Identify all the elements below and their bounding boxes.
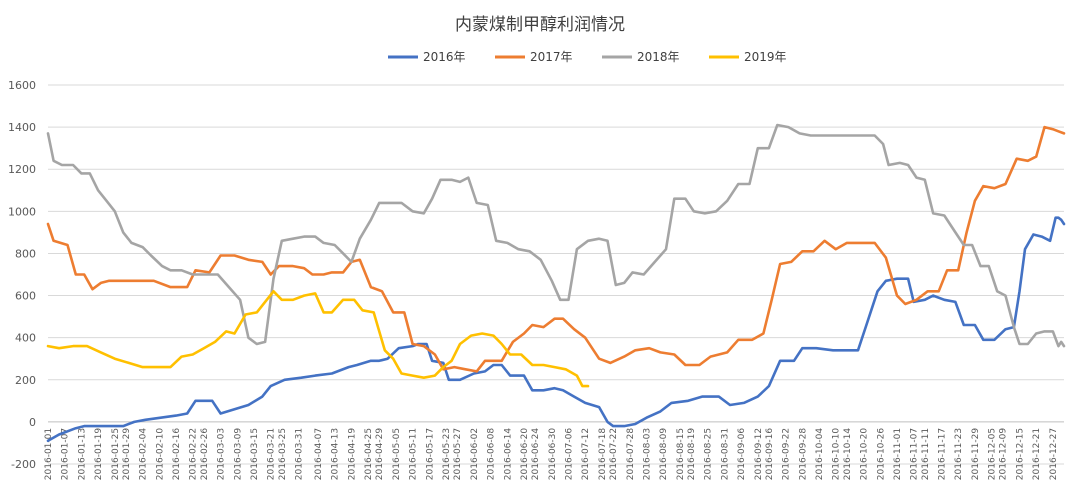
x-tick-label: 2016-08-03 (642, 428, 652, 480)
series-line-3 (46, 123, 1066, 348)
x-tick-label: 2016-05-11 (409, 428, 419, 480)
series-line-4 (46, 289, 590, 388)
x-tick-label: 2016-03-25 (278, 428, 288, 480)
x-tick-label: 2016-02-26 (200, 428, 210, 481)
x-tick-label: 2016-12-05 (988, 428, 998, 480)
x-tick-label: 2016-06-30 (548, 428, 558, 481)
y-tick-label: 600 (15, 290, 36, 303)
x-tick-label: 2016-08-19 (687, 428, 697, 481)
series-line-2 (46, 125, 1066, 373)
y-tick-label: 0 (29, 416, 36, 429)
x-tick-label: 2016-01-25 (111, 428, 121, 480)
y-tick-label: 1200 (8, 163, 36, 176)
gridlines (48, 84, 1064, 465)
x-tick-label: 2016-06-24 (531, 428, 541, 481)
x-tick-label: 2016-02-04 (139, 428, 149, 481)
chart-title: 内蒙煤制甲醇利润情况 (455, 15, 625, 35)
x-tick-label: 2016-08-25 (704, 428, 714, 480)
x-tick-label: 2016-11-17 (938, 428, 948, 480)
x-tick-label: 2016-06-20 (520, 428, 530, 481)
x-tick-label: 2016-05-17 (425, 428, 435, 480)
x-tick-label: 2016-07-18 (598, 428, 608, 481)
x-tick-label: 2016-08-15 (676, 428, 686, 480)
legend-label-2: 2017年 (530, 50, 573, 64)
x-tick-label: 2016-06-02 (470, 428, 480, 480)
series-line-1 (46, 216, 1066, 443)
x-tick-label: 2016-04-13 (331, 428, 341, 480)
legend-label-4: 2019年 (744, 50, 787, 64)
x-tick-label: 2016-01-07 (61, 428, 71, 480)
x-tick-label: 2016-09-22 (782, 428, 792, 480)
series-lines (46, 123, 1066, 443)
legend-label-3: 2018年 (637, 50, 680, 64)
x-tick-label: 2016-03-03 (217, 428, 227, 480)
x-tick-label: 2016-12-21 (1032, 428, 1042, 480)
x-tick-label: 2016-12-27 (1049, 428, 1059, 480)
x-tick-label: 2016-01-19 (94, 428, 104, 481)
x-tick-label: 2016-05-05 (392, 428, 402, 480)
x-tick-label: 2016-06-14 (503, 428, 513, 481)
x-tick-label: 2016-09-16 (765, 428, 775, 481)
y-tick-label: 400 (15, 332, 36, 345)
x-tick-label: 2016-02-16 (172, 428, 182, 481)
x-tick-label: 2016-01-13 (77, 428, 87, 480)
x-tick-label: 2016-02-22 (189, 428, 199, 480)
x-tick-label: 2016-10-20 (860, 428, 870, 481)
x-tick-label: 2016-01-29 (122, 428, 132, 481)
x-axis: 2016-01-01 2016-01-07 2016-01-13 2016-01-19… (44, 428, 1059, 481)
x-tick-label: 2016-10-14 (843, 428, 853, 481)
x-tick-label: 2016-04-29 (375, 428, 385, 481)
y-tick-label: 1000 (8, 205, 36, 218)
x-tick-label: 2016-07-06 (565, 428, 575, 481)
x-tick-label: 2016-09-28 (798, 428, 808, 481)
x-tick-label: 2016-08-09 (659, 428, 669, 481)
y-axis: -200 0 200 400 600 800 1000 1200 1400 1600 (8, 79, 36, 471)
x-tick-label: 2016-07-12 (581, 428, 591, 480)
x-tick-label: 2016-10-26 (876, 428, 886, 481)
x-tick-label: 2016-11-29 (971, 428, 981, 481)
y-tick-label: 1600 (8, 79, 36, 92)
x-tick-label: 2016-02-10 (155, 428, 165, 481)
x-tick-label: 2016-03-31 (295, 428, 305, 480)
x-tick-label: 2016-10-04 (815, 428, 825, 481)
x-tick-label: 2016-04-25 (364, 428, 374, 480)
x-tick-label: 2016-05-23 (442, 428, 452, 480)
x-tick-label: 2016-03-15 (250, 428, 260, 480)
y-tick-label: 1400 (8, 121, 36, 134)
x-tick-label: 2016-11-11 (921, 428, 931, 480)
y-tick-label: 200 (15, 374, 36, 387)
y-tick-label: -200 (11, 458, 36, 471)
x-tick-label: 2016-05-27 (453, 428, 463, 480)
x-tick-label: 2016-03-09 (233, 428, 243, 481)
x-tick-label: 2016-11-23 (954, 428, 964, 480)
x-tick-label: 2016-08-31 (720, 428, 730, 480)
x-tick-label: 2016-04-07 (314, 428, 324, 480)
legend: 2016年 2017年 2018年 2019年 (388, 50, 787, 64)
x-tick-label: 2016-03-21 (267, 428, 277, 480)
x-tick-label: 2016-12-15 (1015, 428, 1025, 480)
x-tick-label: 2016-10-10 (832, 428, 842, 481)
x-tick-label: 2016-11-07 (910, 428, 920, 480)
x-tick-label: 2016-04-19 (347, 428, 357, 481)
x-tick-label: 2016-09-12 (754, 428, 764, 480)
y-tick-label: 800 (15, 247, 36, 260)
x-tick-label: 2016-07-28 (626, 428, 636, 481)
x-tick-label: 2016-01-01 (44, 428, 54, 480)
legend-label-1: 2016年 (423, 50, 466, 64)
x-tick-label: 2016-07-22 (609, 428, 619, 480)
x-tick-label: 2016-06-08 (487, 428, 497, 481)
x-tick-label: 2016-12-09 (999, 428, 1009, 481)
x-tick-label: 2016-09-06 (737, 428, 747, 481)
x-tick-label: 2016-11-01 (893, 428, 903, 480)
